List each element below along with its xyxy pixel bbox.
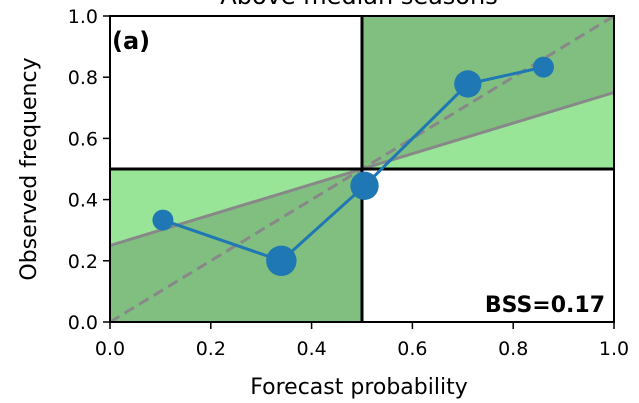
x-tick-label: 0.4 — [296, 338, 326, 360]
y-tick-label: 1.0 — [68, 6, 98, 28]
y-axis-label: Observed frequency — [17, 57, 42, 280]
axis-ticks: 0.0 0.2 0.4 0.6 0.8 1.0 0.0 0.2 0.4 0.6 0.8 1.0 — [68, 6, 629, 360]
y-tick-label: 0.2 — [68, 251, 98, 273]
x-tick-label: 0.2 — [196, 338, 226, 360]
x-tick-label: 0.6 — [397, 338, 427, 360]
y-tick-label: 0.6 — [68, 128, 98, 150]
data-point — [350, 171, 379, 201]
x-tick-label: 1.0 — [599, 338, 629, 360]
y-tick-label: 0.8 — [68, 67, 98, 89]
data-series — [152, 56, 554, 277]
data-point — [152, 209, 174, 231]
x-tick-label: 0.0 — [95, 338, 125, 360]
y-tick-label: 0.0 — [68, 312, 98, 334]
plot-frame — [109, 15, 615, 323]
x-axis-label: Forecast probability — [250, 375, 467, 400]
data-point — [532, 56, 554, 78]
bss-annotation: BSS=0.17 — [485, 293, 605, 318]
chart-title: Above median seasons — [220, 0, 497, 10]
y-tick-label: 0.4 — [68, 190, 98, 212]
data-point — [266, 245, 297, 277]
panel-label: (a) — [112, 27, 150, 55]
reference-lines — [109, 14, 615, 324]
data-point — [454, 70, 482, 98]
x-tick-label: 0.8 — [498, 338, 528, 360]
